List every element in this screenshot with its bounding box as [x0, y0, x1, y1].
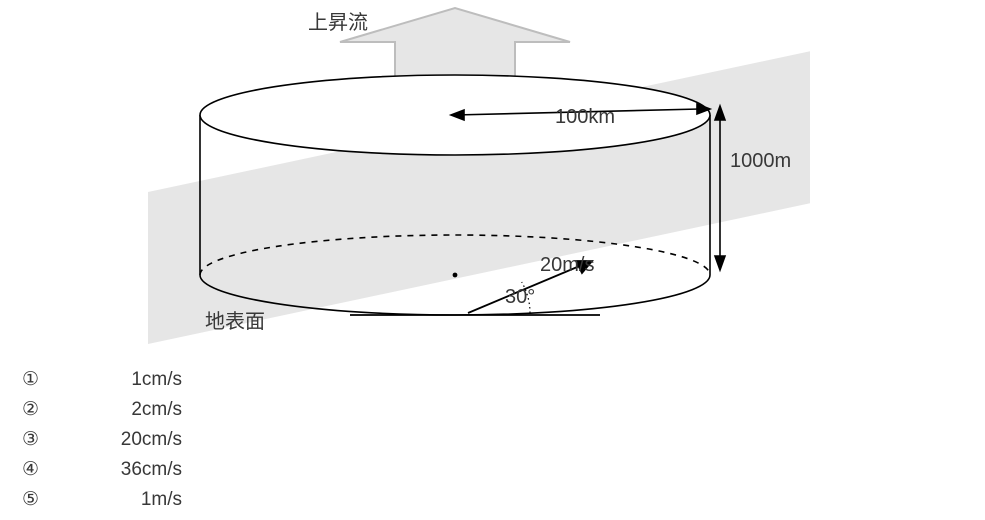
label-radius: 100km	[555, 106, 615, 129]
center-dot	[453, 273, 458, 278]
choice-1: ① 1cm/s	[22, 368, 186, 398]
choice-num: ④	[22, 458, 62, 481]
label-height: 1000m	[730, 150, 791, 173]
label-angle: 30°	[505, 286, 535, 309]
label-ground: 地表面	[205, 305, 265, 334]
choice-value: 20cm/s	[62, 429, 186, 451]
label-wind-speed: 20m/s	[540, 254, 594, 277]
choice-value: 2cm/s	[62, 399, 186, 421]
choice-value: 36cm/s	[62, 459, 186, 481]
choice-5: ⑤ 1m/s	[22, 488, 186, 518]
choice-list: ① 1cm/s ② 2cm/s ③ 20cm/s ④ 36cm/s ⑤ 1m/s	[22, 368, 186, 518]
choice-num: ②	[22, 398, 62, 421]
choice-num: ③	[22, 428, 62, 451]
choice-3: ③ 20cm/s	[22, 428, 186, 458]
choice-num: ⑤	[22, 488, 62, 511]
figure-root: 上昇流 100km 1000m 20m/s 30° 地表面 ① 1cm/s ② …	[0, 0, 985, 520]
choice-2: ② 2cm/s	[22, 398, 186, 428]
choice-value: 1m/s	[62, 489, 186, 511]
choice-4: ④ 36cm/s	[22, 458, 186, 488]
label-updraft: 上昇流	[308, 6, 368, 35]
choice-value: 1cm/s	[62, 369, 186, 391]
choice-num: ①	[22, 368, 62, 391]
